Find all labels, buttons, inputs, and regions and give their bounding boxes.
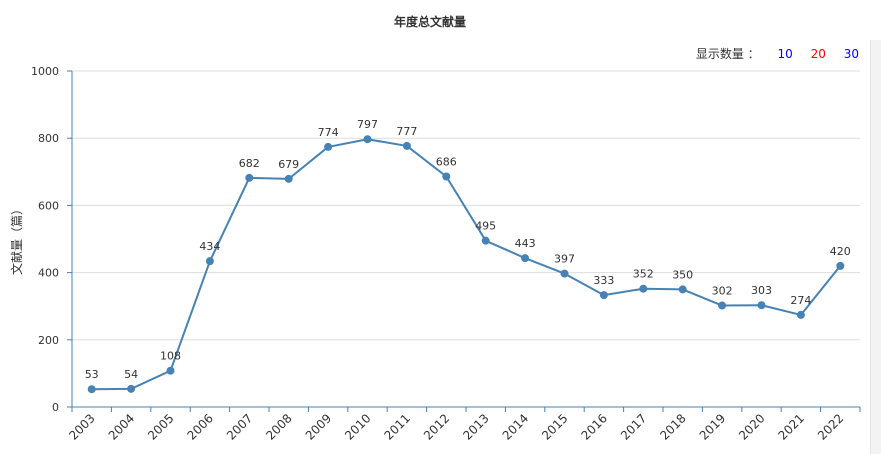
display-count-selector: 显示数量 ： 10 20 30 [696, 45, 859, 62]
x-tick-label-2006: 2006 [185, 411, 216, 442]
y-tick-label-0: 0 [52, 401, 59, 414]
data-label-2014: 443 [515, 237, 536, 250]
data-label-2005: 108 [160, 350, 181, 363]
x-tick-label-2020: 2020 [736, 411, 767, 442]
data-point-2005 [166, 366, 175, 375]
data-label-2007: 682 [239, 157, 260, 170]
y-tick-label-800: 800 [38, 132, 59, 145]
data-series [87, 135, 845, 394]
data-labels: 53 54 108 434 682 679 774 797 777 686 495 443 397 333… [85, 118, 851, 381]
data-point-2015 [560, 269, 569, 278]
x-tick-labels: 2003 2004 2005 2006 2007 2008 2009 2010 2011 2012… [66, 411, 846, 442]
data-point-2003 [87, 385, 96, 394]
x-tick-label-2007: 2007 [224, 411, 255, 442]
series-line [91, 138, 842, 391]
x-tick-label-2004: 2004 [106, 411, 137, 442]
data-point-2013 [481, 236, 490, 245]
x-tick-label-2011: 2011 [382, 411, 413, 442]
data-point-2012 [442, 172, 451, 181]
y-tick-label-200: 200 [38, 334, 59, 347]
data-label-2012: 686 [436, 156, 457, 169]
data-label-2010: 797 [357, 118, 378, 131]
data-point-2006 [205, 257, 214, 266]
data-point-2017 [639, 284, 648, 293]
y-tick-labels: 0 200 400 600 800 1000 [31, 65, 59, 414]
x-tick-label-2003: 2003 [66, 411, 97, 442]
data-label-2004: 54 [124, 368, 138, 381]
chart-title: 年度总文献量 [393, 15, 466, 29]
x-tick-label-2017: 2017 [618, 411, 649, 442]
axes [67, 70, 861, 412]
x-tick-label-2018: 2018 [657, 411, 688, 442]
data-label-2011: 777 [396, 125, 417, 138]
x-tick-label-2008: 2008 [263, 411, 294, 442]
data-point-2014 [521, 254, 530, 263]
x-tick-label-2013: 2013 [460, 411, 491, 442]
x-tick-label-2010: 2010 [342, 411, 373, 442]
x-tick-label-2021: 2021 [776, 411, 807, 442]
data-label-2016: 333 [593, 274, 614, 287]
data-label-2020: 303 [751, 284, 772, 297]
x-tick-label-2016: 2016 [579, 411, 610, 442]
data-label-2017: 352 [633, 268, 654, 281]
data-label-2013: 495 [475, 220, 496, 233]
y-tick-label-1000: 1000 [31, 65, 59, 78]
display-count-option-30[interactable]: 30 [843, 47, 859, 61]
data-point-2008 [284, 174, 293, 183]
data-label-2018: 350 [672, 268, 693, 281]
data-point-2019 [718, 301, 727, 310]
y-tick-label-400: 400 [38, 267, 59, 280]
data-label-2006: 434 [199, 240, 220, 253]
data-point-2021 [796, 310, 805, 319]
x-tick-label-2014: 2014 [500, 411, 531, 442]
data-label-2019: 302 [712, 285, 733, 298]
vertical-scrollbar[interactable] [870, 40, 881, 454]
y-axis-label: 文献量（篇） [9, 203, 24, 275]
display-count-option-20[interactable]: 20 [810, 47, 826, 61]
x-tick-label-2015: 2015 [539, 411, 570, 442]
x-tick-label-2022: 2022 [815, 411, 846, 442]
data-label-2015: 397 [554, 253, 575, 266]
data-point-2004 [127, 384, 136, 393]
y-tick-label-600: 600 [38, 199, 59, 212]
data-point-2010 [363, 135, 372, 144]
data-point-2011 [402, 141, 411, 150]
x-tick-label-2019: 2019 [697, 411, 728, 442]
data-label-2003: 53 [85, 368, 99, 381]
display-count-option-10[interactable]: 10 [777, 47, 793, 61]
data-label-2009: 774 [318, 126, 339, 139]
grid-lines [72, 70, 860, 341]
data-point-2018 [678, 285, 687, 294]
data-point-2007 [245, 173, 254, 182]
data-point-2022 [836, 261, 845, 270]
display-count-label: 显示数量 ： [695, 47, 760, 61]
data-label-2021: 274 [790, 294, 811, 307]
data-point-2016 [599, 291, 608, 300]
x-tick-label-2005: 2005 [145, 411, 176, 442]
data-point-2009 [324, 142, 333, 151]
data-label-2022: 420 [830, 245, 851, 258]
data-point-2020 [757, 301, 766, 310]
x-tick-label-2009: 2009 [303, 411, 334, 442]
data-label-2008: 679 [278, 158, 299, 171]
x-tick-label-2012: 2012 [421, 411, 452, 442]
